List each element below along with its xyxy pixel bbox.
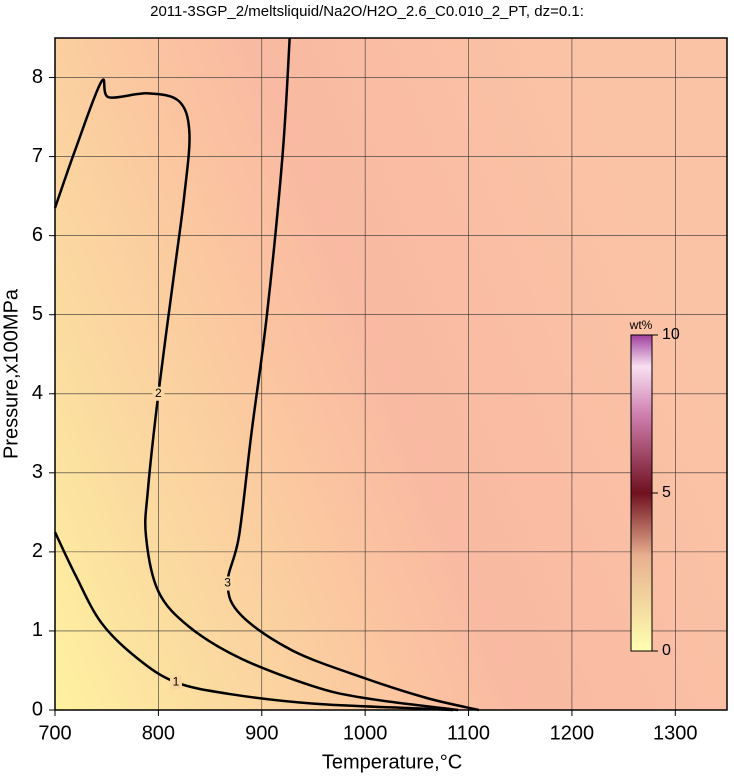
y-tick-label: 1	[32, 619, 43, 641]
y-tick-label: 8	[32, 66, 43, 88]
colorbar-tick-label: 0	[662, 642, 671, 659]
contour-label: 1	[173, 675, 180, 689]
y-tick-label: 2	[32, 540, 43, 562]
contours: 1 2 3	[53, 37, 480, 712]
y-tick-label: 6	[32, 224, 43, 246]
colorbar	[630, 334, 653, 652]
x-tick-label: 900	[245, 722, 278, 744]
plot-background	[55, 38, 727, 710]
colorbar-label: wt%	[629, 318, 653, 332]
x-tick-label: 1000	[343, 722, 388, 744]
contour-label-bg	[221, 576, 234, 591]
contour-line	[53, 78, 459, 712]
chart-title: 2011-3SGP_2/meltsliquid/Na2O/H2O_2.6_C0.…	[150, 3, 584, 20]
x-tick-label: 1300	[653, 722, 698, 744]
colorbar-axis: wt% 0 5 10	[629, 318, 680, 659]
x-tick-label: 700	[38, 722, 71, 744]
x-axis-label: Temperature,°C	[322, 751, 462, 773]
y-tick-label: 5	[32, 303, 43, 325]
y-tick-label: 4	[32, 382, 43, 404]
x-tick-label: 800	[142, 722, 175, 744]
colorbar-tick-label: 5	[662, 484, 671, 501]
y-tick-label: 3	[32, 461, 43, 483]
contour-line	[53, 531, 454, 712]
x-tick-label: 1200	[550, 722, 595, 744]
contour-label-bg	[152, 386, 165, 401]
x-tick-label: 1100	[447, 722, 490, 744]
colorbar-tick-label: 10	[662, 326, 680, 343]
y-tick-label: 7	[32, 145, 43, 167]
contour-label-bg	[169, 675, 182, 690]
contour-line	[226, 37, 480, 712]
plot-frame	[54, 37, 728, 711]
y-axis-label: Pressure,x100MPa	[0, 288, 22, 459]
y-tick-label: 0	[32, 698, 43, 720]
grid	[54, 38, 727, 711]
contour-label: 3	[224, 576, 231, 590]
contour-label: 2	[155, 386, 162, 400]
